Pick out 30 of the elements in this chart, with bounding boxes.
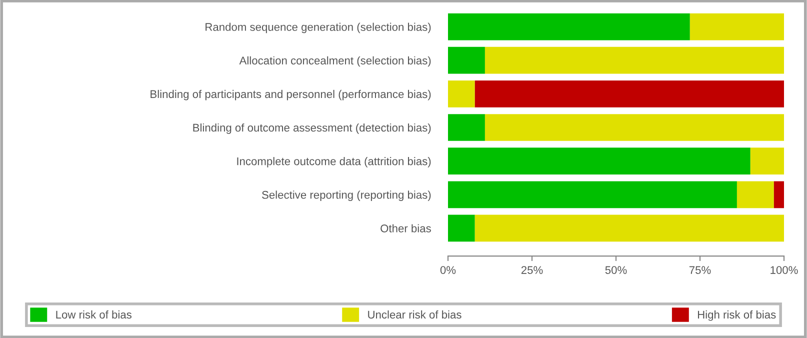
y-tick-label: Selective reporting (reporting bias) [262, 190, 431, 201]
bar [474, 214, 784, 242]
bar [474, 80, 784, 108]
x-tick-label: 25% [521, 266, 543, 274]
y-tick-label: Other bias [380, 224, 431, 232]
y-tick-label: Blinding of outcome assessment (detection bias) [193, 123, 431, 134]
bar [448, 148, 750, 174]
x-tick-label: 75% [689, 266, 711, 274]
bar [448, 114, 485, 141]
x-tick-label: 0% [440, 266, 456, 274]
y-tick-label: Random sequence generation (selection bias) [206, 22, 431, 34]
bar [448, 13, 690, 40]
legend-label: Low risk of bias [56, 310, 132, 319]
y-tick-label: Incomplete outcome data (attrition bias) [237, 157, 431, 168]
bar [448, 80, 475, 108]
legend-label: Unclear risk of bias [368, 310, 462, 319]
bar [750, 148, 784, 174]
bar [736, 181, 774, 208]
bar [448, 214, 475, 242]
legend-label: High risk of bias [698, 310, 776, 321]
bar [484, 114, 784, 141]
bar [774, 181, 784, 208]
bar [448, 181, 737, 208]
y-tick-label: Blinding of participants and personnel (performance bias) [150, 90, 431, 100]
y-tick-label: Allocation concealment (selection bias) [239, 56, 431, 67]
bar [448, 46, 485, 74]
x-tick-label: 100% [770, 266, 798, 274]
bar [484, 46, 784, 74]
x-tick-label: 50% [605, 266, 627, 274]
bar [690, 13, 784, 40]
